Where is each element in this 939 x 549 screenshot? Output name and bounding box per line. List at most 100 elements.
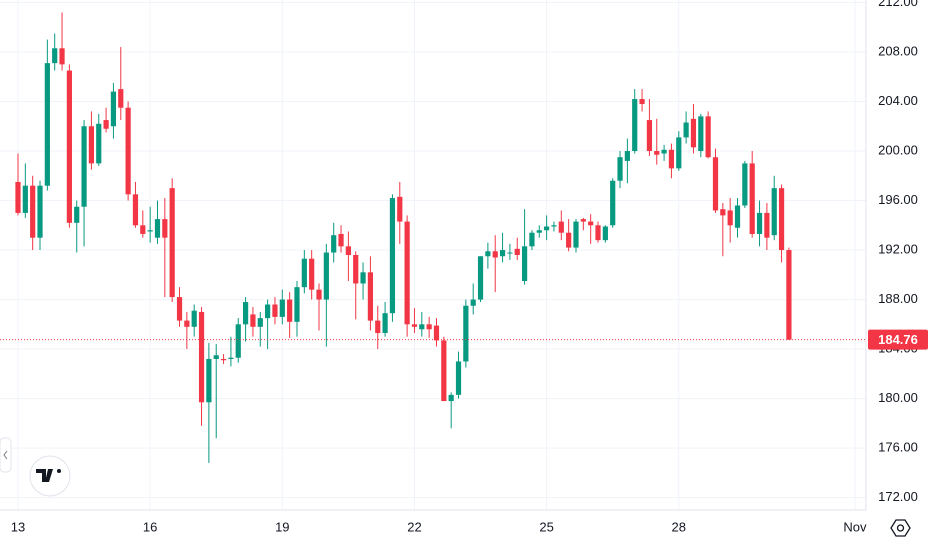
- toggle-arrow: [3, 450, 8, 460]
- candle-body: [118, 89, 124, 108]
- candle-body: [235, 324, 241, 358]
- x-tick-label: 19: [275, 519, 289, 534]
- candle-body: [786, 250, 792, 340]
- candle-body: [15, 181, 21, 213]
- candle-body: [287, 299, 293, 322]
- candle-body: [749, 163, 755, 234]
- candle-body: [595, 225, 601, 241]
- grid: [0, 0, 866, 510]
- candle-body: [37, 185, 43, 238]
- candle-body: [756, 212, 763, 234]
- x-tick-label: 28: [672, 519, 686, 534]
- y-tick-label: 196.00: [878, 192, 918, 207]
- candle-body: [397, 196, 403, 222]
- candle-body: [309, 258, 315, 290]
- candle-body: [602, 226, 608, 241]
- candle-body: [646, 120, 653, 152]
- candle-body: [59, 48, 65, 65]
- candle-body: [455, 361, 462, 395]
- candle-body: [668, 149, 675, 169]
- candle-body: [176, 297, 183, 321]
- y-tick-label: 204.00: [878, 93, 918, 108]
- candle-body: [617, 157, 623, 181]
- x-tick-label: 22: [407, 519, 421, 534]
- candle-body: [661, 149, 667, 154]
- candle-body: [375, 320, 381, 333]
- y-tick-label: 208.00: [878, 43, 918, 58]
- settings-center: [896, 524, 905, 532]
- candle-body: [654, 151, 660, 155]
- candle-body: [338, 233, 344, 247]
- candle-body: [778, 188, 785, 251]
- y-tick-label: 172.00: [878, 489, 918, 504]
- candle-body: [521, 246, 528, 281]
- candle-body: [228, 357, 234, 359]
- candle-body: [154, 219, 161, 238]
- candle-body: [624, 151, 630, 161]
- candle-body: [734, 205, 741, 228]
- candle-body: [683, 122, 689, 138]
- candle-body: [463, 305, 469, 362]
- candle-body: [140, 225, 146, 234]
- candle-body: [301, 258, 307, 288]
- candle-body: [74, 206, 80, 223]
- candle-body: [147, 230, 153, 232]
- y-tick-label: 200.00: [878, 142, 918, 157]
- logo-dot: [57, 469, 61, 473]
- last-price-label: 184.76: [878, 332, 918, 347]
- candle-body: [360, 272, 366, 284]
- axis-labels: 172.00176.00180.00184.00188.00192.00196.…: [11, 0, 928, 534]
- settings-button[interactable]: [890, 519, 911, 537]
- y-tick-label: 212.00: [878, 0, 918, 9]
- candle-body: [323, 252, 329, 300]
- candle-body: [22, 185, 28, 213]
- candle-body: [426, 324, 432, 330]
- candle-body: [507, 252, 513, 254]
- candle-body: [367, 272, 374, 321]
- candle-body: [690, 118, 697, 148]
- candle-body: [110, 91, 117, 127]
- candle-body: [389, 198, 396, 314]
- candle-body: [720, 209, 726, 216]
- candle-body: [727, 210, 733, 226]
- x-tick-label: 25: [539, 519, 553, 534]
- candle-body: [30, 185, 36, 238]
- candle-body: [764, 212, 770, 238]
- candle-body: [272, 304, 278, 317]
- candle-body: [419, 324, 425, 330]
- candle-body: [66, 70, 72, 223]
- candle-body: [331, 235, 337, 253]
- candle-body: [536, 230, 542, 233]
- candle-body: [771, 188, 777, 236]
- candle-body: [742, 163, 748, 206]
- tradingview-logo[interactable]: [29, 455, 71, 497]
- candle-body: [125, 107, 131, 195]
- candle-body: [250, 314, 256, 327]
- candle-body: [96, 123, 102, 164]
- candle-body: [81, 126, 87, 207]
- candle-body: [698, 116, 704, 152]
- y-tick-label: 176.00: [878, 440, 918, 455]
- y-tick-label: 188.00: [878, 291, 918, 306]
- candle-body: [404, 221, 410, 325]
- candle-body: [433, 325, 440, 341]
- candle-body: [566, 232, 572, 248]
- candles: [0, 12, 866, 463]
- candle-body: [162, 219, 168, 238]
- toggle-tab[interactable]: [0, 437, 12, 473]
- candle-body: [191, 310, 197, 327]
- candle-body: [257, 318, 263, 327]
- candle-body: [639, 99, 645, 104]
- candle-body: [52, 48, 58, 64]
- candle-body: [676, 137, 682, 169]
- y-tick-label: 192.00: [878, 241, 918, 256]
- candle-body: [382, 313, 388, 333]
- y-tick-label: 180.00: [878, 390, 918, 405]
- candle-body: [242, 302, 249, 325]
- candle-body: [632, 99, 638, 152]
- sidebar-toggle[interactable]: [0, 437, 12, 473]
- candle-body: [441, 340, 447, 402]
- candle-body: [411, 324, 418, 327]
- settings-hex[interactable]: [890, 519, 911, 537]
